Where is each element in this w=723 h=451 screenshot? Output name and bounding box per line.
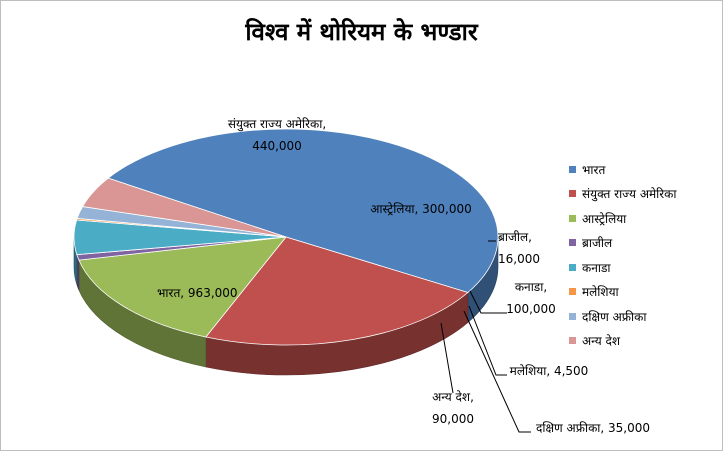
legend-label-1: संयुक्त राज्य अमेरिका: [582, 187, 677, 202]
pie-slice-2: [78, 236, 287, 338]
legend-swatch-5: [569, 288, 576, 296]
legend-item-4: कनाडा: [569, 255, 677, 280]
leader-line-5: [468, 305, 507, 376]
legend: भारत संयुक्त राज्य अमेरिका आस्ट्रेलिया ब्रा…: [569, 157, 677, 353]
legend-item-7: अन्य देश: [569, 329, 677, 354]
legend-label-4: कनाडा: [582, 260, 611, 275]
legend-item-1: संयुक्त राज्य अमेरिका: [569, 182, 677, 207]
data-label-0: भारत, 963,000: [157, 286, 238, 300]
data-label-4: कनाडा, 100,000: [506, 280, 556, 316]
legend-label-2: आस्ट्रेलिया: [582, 211, 627, 226]
legend-item-5: मलेशिया: [569, 280, 677, 305]
data-label-2: आस्ट्रेलिया, 300,000: [370, 202, 472, 216]
legend-label-7: अन्य देश: [582, 334, 621, 349]
legend-item-2: आस्ट्रेलिया: [569, 206, 677, 231]
data-label-7: अन्य देश, 90,000: [432, 390, 474, 426]
legend-label-5: मलेशिया: [582, 285, 619, 300]
legend-label-0: भारत: [582, 162, 606, 177]
pie-slice-0: [107, 128, 499, 293]
chart-title: विश्व में थोरियम के भण्डार: [245, 18, 478, 46]
legend-item-0: भारत: [569, 157, 677, 182]
data-label-3: ब्राजील, 16,000: [498, 230, 540, 266]
data-label-6: दक्षिण अफ्रीका, 35,000: [536, 421, 650, 435]
legend-swatch-4: [569, 263, 576, 271]
legend-label-6: दक्षिण अफ्रीका: [582, 309, 647, 324]
legend-swatch-3: [569, 239, 576, 247]
legend-swatch-2: [569, 214, 576, 222]
leader-line-6: [463, 310, 531, 433]
legend-swatch-7: [569, 337, 576, 345]
leader-line-4: [469, 290, 507, 314]
legend-swatch-1: [569, 190, 576, 198]
pie-slice-7: [81, 177, 287, 238]
legend-swatch-6: [569, 312, 576, 320]
data-label-5: मलेशिया, 4,500: [510, 364, 589, 378]
pie-slice-1: [205, 236, 469, 346]
legend-label-3: ब्राजील: [582, 236, 613, 251]
data-label-1: संयुक्त राज्य अमेरिका, 440,000: [228, 117, 326, 153]
legend-item-6: दक्षिण अफ्रीका: [569, 304, 677, 329]
legend-swatch-0: [569, 165, 576, 173]
leader-line-7: [440, 322, 454, 394]
legend-item-3: ब्राजील: [569, 231, 677, 256]
